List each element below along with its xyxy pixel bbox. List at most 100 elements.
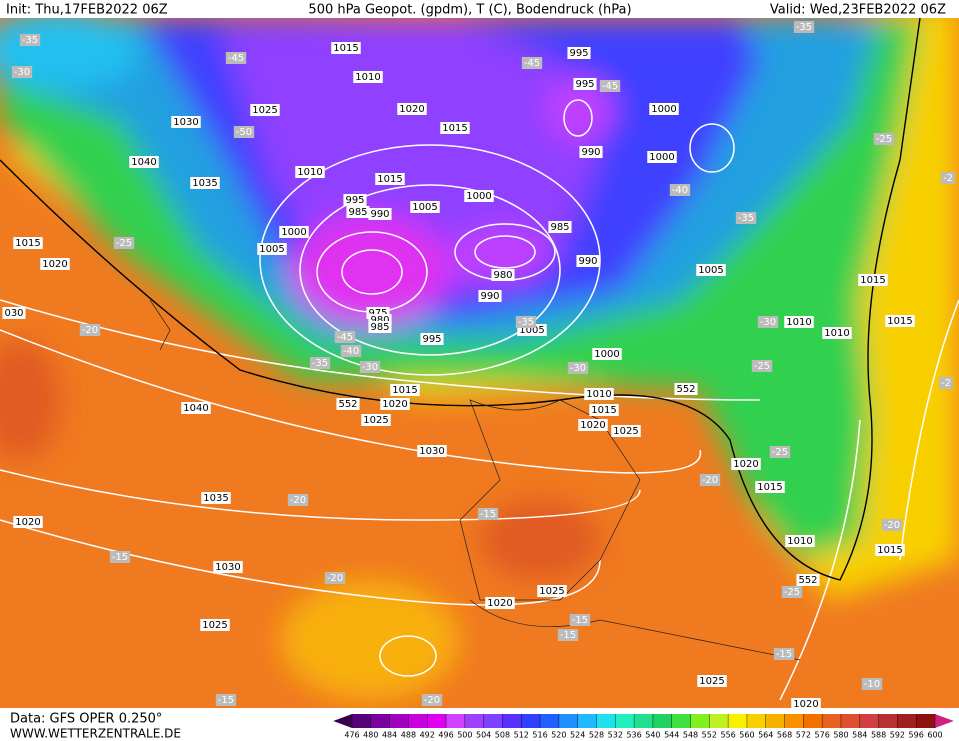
pressure-label-text: 1015 (442, 123, 467, 134)
temperature-label-box (599, 80, 621, 92)
temperature-label-text: -20 (327, 573, 343, 584)
pressure-label-text: 1025 (699, 676, 724, 687)
pressure-label: 995 (420, 333, 444, 345)
temperature-label-box (521, 57, 543, 69)
legend-tick-label: 488 (401, 731, 416, 740)
temperature-label-box (751, 360, 773, 372)
legend-swatch (803, 714, 823, 728)
temperature-label-text: -35 (796, 22, 812, 33)
pressure-label-box (785, 535, 815, 547)
pressure-label-box (353, 71, 383, 83)
pressure-label-text: 1020 (733, 459, 758, 470)
temperature-label: -30 (11, 66, 33, 78)
pressure-label: 1000 (592, 348, 622, 360)
legend-tick-label: 528 (589, 731, 604, 740)
pressure-label-box (584, 388, 614, 400)
pressure-label-box (875, 544, 905, 556)
pressure-label-box (331, 42, 361, 54)
temperature-label: -35 (309, 357, 331, 369)
pressure-label-box (697, 675, 727, 687)
pressure-label-text: 1015 (591, 405, 616, 416)
temperature-label: -25 (781, 586, 803, 598)
temperature-label: -45 (334, 331, 356, 343)
legend-tick-label: 596 (909, 731, 924, 740)
pressure-label-text: 1000 (466, 191, 491, 202)
pressure-label-box (696, 264, 726, 276)
pressure-label-box (361, 414, 391, 426)
pressure-label-text: 1015 (887, 316, 912, 327)
height-label: 552 (674, 383, 698, 395)
legend-swatch (916, 714, 936, 728)
temperature-label-box (287, 494, 309, 506)
height-label-text: 552 (676, 384, 695, 395)
pressure-label: 1005 (696, 264, 726, 276)
pressure-label: 1035 (190, 177, 220, 189)
temperature-label-box (773, 648, 795, 660)
pressure-label-box (573, 78, 597, 90)
pressure-label-text: 1010 (297, 167, 322, 178)
legend-swatch (652, 714, 673, 728)
legend-swatch (671, 714, 692, 728)
pressure-label-text: 1000 (649, 152, 674, 163)
temperature-label-text: -25 (754, 361, 770, 372)
pressure-label-text: 1010 (787, 536, 812, 547)
temperature-label: -20 (324, 572, 346, 584)
pressure-label: 1030 (417, 445, 447, 457)
pressure-label-text: 1010 (824, 328, 849, 339)
legend-tick-label: 532 (608, 731, 623, 740)
pressure-label-text: 1005 (259, 244, 284, 255)
legend-swatch (859, 714, 880, 728)
legend-tick-label: 484 (382, 731, 397, 740)
temperature-label: -40 (340, 345, 362, 357)
legend-swatch (389, 714, 409, 728)
temperature-label: -15 (477, 508, 499, 520)
pressure-label-box (213, 561, 243, 573)
pressure-label-text: 1025 (252, 105, 277, 116)
pressure-label-text: 1025 (613, 426, 638, 437)
pressure-label-box (257, 243, 287, 255)
pressure-label: 1025 (611, 425, 641, 437)
pressure-label: 1010 (822, 327, 852, 339)
pressure-label-box (485, 597, 515, 609)
legend-swatch (822, 714, 842, 728)
pressure-label: 1000 (647, 151, 677, 163)
pressure-label-box (589, 404, 619, 416)
pressure-label: 1020 (731, 458, 761, 470)
temperature-label-text: -45 (337, 332, 353, 343)
legend-tick-label: 584 (852, 731, 867, 740)
pressure-label-box (417, 445, 447, 457)
temperature-label-box (109, 551, 131, 563)
temperature-label-text: -25 (876, 134, 892, 145)
legend-arrow-high (935, 714, 954, 728)
temperature-label: -45 (521, 57, 543, 69)
pressure-label: 1020 (40, 258, 70, 270)
temperature-label-text: -15 (776, 649, 792, 660)
temperature-label-box (569, 614, 591, 626)
temperature-label-text: -45 (524, 58, 540, 69)
pressure-label-text: 995 (422, 334, 441, 345)
pressure-label: 1010 (785, 535, 815, 547)
temperature-label-text: -2 (943, 173, 953, 184)
pressure-label: 1000 (464, 190, 494, 202)
legend-tick-label: 544 (664, 731, 679, 740)
pressure-label-box (548, 221, 572, 233)
pressure-label-text: 990 (370, 209, 389, 220)
pressure-label-text: 1010 (355, 72, 380, 83)
temperature-label-box (324, 572, 346, 584)
pressure-label: 980 (491, 269, 515, 281)
pressure-label: 1020 (380, 398, 410, 410)
pressure-label-text: 985 (370, 322, 389, 333)
temperature-label: -15 (773, 648, 795, 660)
height-label-box (674, 383, 698, 395)
legend-tick-label: 556 (720, 731, 735, 740)
temperature-label-text: -20 (702, 475, 718, 486)
pressure-label-box (410, 201, 440, 213)
pressure-label-box (343, 194, 367, 206)
pressure-label-text: 1020 (793, 699, 818, 710)
legend-swatch (615, 714, 635, 728)
temperature-label-box (11, 66, 33, 78)
pressure-label: 1015 (375, 173, 405, 185)
pressure-label-box (295, 166, 325, 178)
pressure-label-text: 1030 (419, 446, 444, 457)
legend-swatch (634, 714, 654, 728)
